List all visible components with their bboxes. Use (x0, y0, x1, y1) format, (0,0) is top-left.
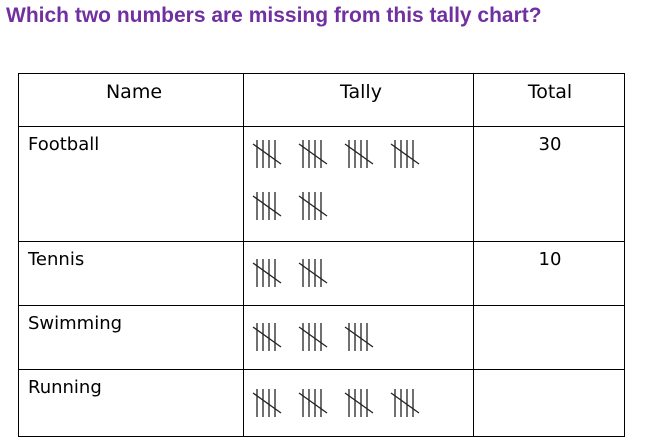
tally-cross (252, 326, 282, 348)
tally-cross (298, 326, 328, 348)
row-name: Football (28, 134, 99, 155)
header-cell: Tally (339, 81, 382, 103)
tally-cross (344, 326, 374, 348)
tally-cross (344, 392, 374, 414)
tally-cross (252, 392, 282, 414)
table-grid (18, 73, 625, 437)
tally-cross (252, 195, 282, 217)
tally-cross (298, 262, 328, 284)
tally-marks (252, 140, 420, 220)
row-name: Running (28, 377, 102, 398)
tally-cross (298, 195, 328, 217)
tally-marks (252, 389, 420, 417)
tally-cross (298, 143, 328, 165)
row-total: 10 (539, 249, 562, 270)
tally-cross (344, 143, 374, 165)
tally-cross (390, 392, 420, 414)
tally-cross (252, 143, 282, 165)
row-name: Swimming (28, 313, 122, 334)
header-cell: Name (106, 81, 162, 103)
tally-cross (252, 262, 282, 284)
tally-cross (298, 392, 328, 414)
row-total: 30 (539, 134, 562, 155)
tally-cross (390, 143, 420, 165)
question-title: Which two numbers are missing from this … (6, 4, 542, 27)
tally-marks (252, 323, 374, 351)
header-cell: Total (527, 81, 572, 103)
tally-marks (252, 259, 328, 287)
row-name: Tennis (27, 249, 84, 270)
